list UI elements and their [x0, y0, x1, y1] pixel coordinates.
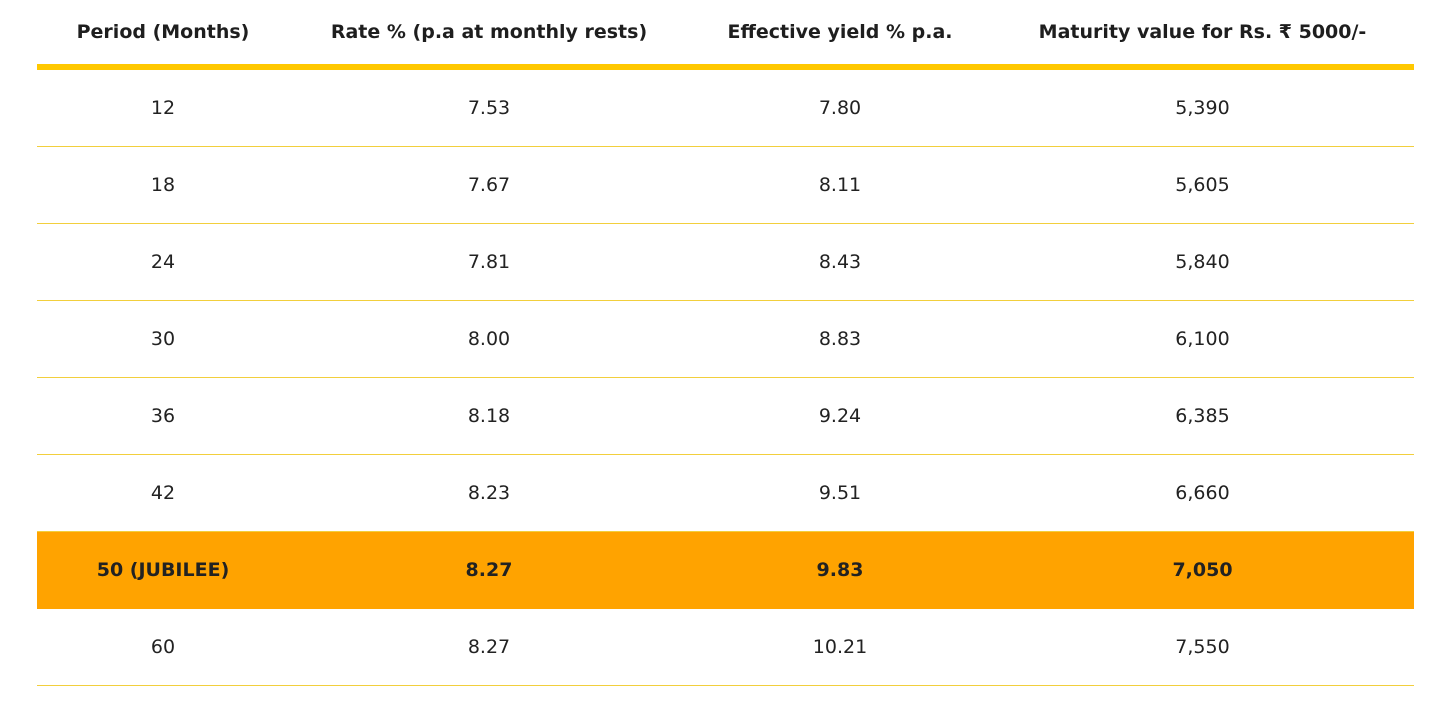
- cell-rate: 7.53: [289, 67, 689, 147]
- table-row: 24 7.81 8.43 5,840: [37, 223, 1414, 301]
- cell-rate: 8.18: [289, 377, 689, 455]
- table-row-highlighted-jubilee: 50 (JUBILEE) 8.27 9.83 7,050: [37, 531, 1414, 609]
- cell-period: 42: [37, 454, 289, 532]
- cell-yield: 9.83: [689, 531, 991, 609]
- cell-yield: 8.11: [689, 146, 991, 224]
- cell-rate: 8.27: [289, 531, 689, 609]
- cell-yield: 8.43: [689, 223, 991, 301]
- table-row: 60 8.27 10.21 7,550: [37, 608, 1414, 686]
- fd-rates-table: Period (Months) Rate % (p.a at monthly r…: [37, 0, 1414, 686]
- cell-period: 60: [37, 608, 289, 686]
- fd-rates-table-container: Period (Months) Rate % (p.a at monthly r…: [37, 0, 1414, 686]
- cell-maturity: 5,605: [991, 146, 1414, 224]
- cell-maturity: 6,660: [991, 454, 1414, 532]
- cell-yield: 9.24: [689, 377, 991, 455]
- cell-period: 30: [37, 300, 289, 378]
- table-row: 30 8.00 8.83 6,100: [37, 300, 1414, 378]
- cell-period: 50 (JUBILEE): [37, 531, 289, 609]
- table-row: 42 8.23 9.51 6,660: [37, 454, 1414, 532]
- cell-period: 36: [37, 377, 289, 455]
- cell-rate: 8.23: [289, 454, 689, 532]
- cell-yield: 9.51: [689, 454, 991, 532]
- cell-maturity: 7,550: [991, 608, 1414, 686]
- cell-rate: 8.00: [289, 300, 689, 378]
- cell-yield: 10.21: [689, 608, 991, 686]
- cell-maturity: 5,390: [991, 67, 1414, 147]
- table-header-row: Period (Months) Rate % (p.a at monthly r…: [37, 0, 1414, 70]
- table-row: 18 7.67 8.11 5,605: [37, 146, 1414, 224]
- cell-rate: 7.67: [289, 146, 689, 224]
- table-row: 36 8.18 9.24 6,385: [37, 377, 1414, 455]
- header-rate: Rate % (p.a at monthly rests): [289, 0, 689, 70]
- header-period: Period (Months): [37, 0, 289, 70]
- header-effective-yield: Effective yield % p.a.: [689, 0, 991, 70]
- cell-maturity: 5,840: [991, 223, 1414, 301]
- cell-maturity: 6,385: [991, 377, 1414, 455]
- table-row: 12 7.53 7.80 5,390: [37, 67, 1414, 147]
- cell-period: 12: [37, 67, 289, 147]
- cell-yield: 8.83: [689, 300, 991, 378]
- cell-period: 18: [37, 146, 289, 224]
- cell-period: 24: [37, 223, 289, 301]
- cell-yield: 7.80: [689, 67, 991, 147]
- cell-maturity: 6,100: [991, 300, 1414, 378]
- cell-rate: 8.27: [289, 608, 689, 686]
- header-maturity-value: Maturity value for Rs. ₹ 5000/-: [991, 0, 1414, 70]
- cell-maturity: 7,050: [991, 531, 1414, 609]
- cell-rate: 7.81: [289, 223, 689, 301]
